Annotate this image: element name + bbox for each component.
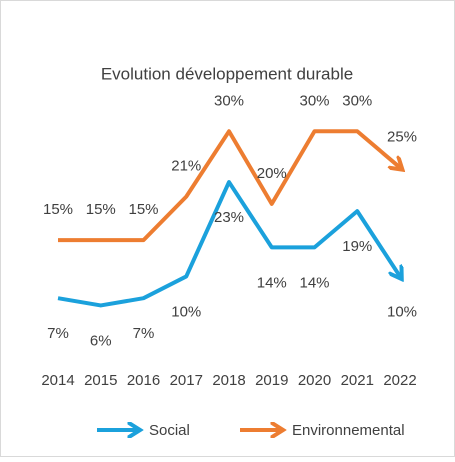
data-label: 6%	[90, 332, 112, 349]
data-label: 30%	[214, 92, 244, 109]
x-tick-label: 2014	[41, 372, 74, 389]
data-label: 15%	[86, 201, 116, 218]
data-label: 7%	[133, 325, 155, 342]
data-label: 7%	[47, 325, 69, 342]
series-line	[57, 180, 400, 308]
data-label: 19%	[342, 238, 372, 255]
data-label: 14%	[257, 274, 287, 291]
data-label: 10%	[387, 303, 417, 320]
series-line	[58, 129, 400, 243]
legend-label: Social	[149, 422, 190, 439]
legend-label: Environnemental	[292, 422, 405, 439]
data-label: 15%	[43, 201, 73, 218]
chart-title: Evolution développement durable	[101, 64, 353, 83]
x-tick-label: 2019	[255, 372, 288, 389]
data-label: 21%	[171, 158, 201, 175]
data-label: 14%	[299, 274, 329, 291]
data-label: 25%	[387, 129, 417, 146]
x-tick-label: 2021	[341, 372, 374, 389]
x-tick-label: 2017	[170, 372, 203, 389]
data-label: 23%	[214, 209, 244, 226]
x-tick-label: 2016	[127, 372, 160, 389]
x-tick-label: 2015	[84, 372, 117, 389]
data-label: 30%	[299, 92, 329, 109]
data-label: 20%	[257, 165, 287, 182]
x-tick-label: 2022	[383, 372, 416, 389]
data-label: 10%	[171, 303, 201, 320]
data-label: 15%	[128, 201, 158, 218]
x-tick-label: 2020	[298, 372, 331, 389]
x-tick-label: 2018	[212, 372, 245, 389]
data-label: 30%	[342, 92, 372, 109]
